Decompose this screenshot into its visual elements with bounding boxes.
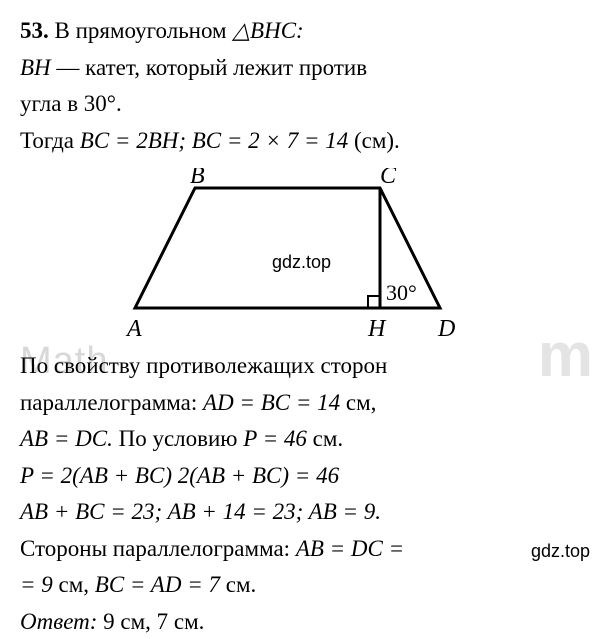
equation: AB = DC. xyxy=(20,426,119,451)
unit: см, xyxy=(346,390,377,415)
line-3: угла в 30°. xyxy=(20,87,580,122)
P-val: P = 46 xyxy=(243,426,312,451)
label-A: A xyxy=(125,316,142,342)
text: В прямоугольном xyxy=(55,18,233,43)
problem-number: 53. xyxy=(20,18,49,43)
val: = 9 xyxy=(20,572,59,597)
unit: см. xyxy=(313,426,344,451)
unit: см. xyxy=(226,572,257,597)
parallelogram-diagram: B C A H D 30° gdz.top xyxy=(100,168,500,343)
label-B: B xyxy=(190,168,205,189)
line-1: 53. В прямоугольном △BHC: xyxy=(20,14,580,49)
line-10: Стороны параллелограмма: AB = DC = gdz.t… xyxy=(20,532,580,567)
text: параллелограмма: xyxy=(20,390,203,415)
answer-label: Ответ: xyxy=(20,609,103,634)
right-angle-mark xyxy=(368,296,380,308)
line-4: Тогда BC = 2BH; BC = 2 × 7 = 14 (см). xyxy=(20,124,580,159)
BH: BH xyxy=(20,55,51,80)
diagram-container: B C A H D 30° gdz.top xyxy=(20,168,580,343)
label-D: D xyxy=(437,316,455,342)
unit: (см). xyxy=(354,128,400,153)
line-5: По свойству противолежащих сторон xyxy=(20,349,580,384)
gdz-watermark-diagram: gdz.top xyxy=(272,252,331,272)
line-9: AB + BC = 23; AB + 14 = 23; AB = 9. xyxy=(20,495,580,530)
gdz-watermark-line10: gdz.top xyxy=(531,538,590,565)
problem-content: 53. В прямоугольном △BHC: BH — катет, ко… xyxy=(20,14,580,639)
text: Тогда xyxy=(20,128,80,153)
line-2: BH — катет, который лежит против xyxy=(20,51,580,86)
text: По условию xyxy=(119,426,244,451)
text: Стороны параллелограмма: xyxy=(20,536,296,561)
angle-30: 30° xyxy=(386,280,417,305)
equation: BC = AD = 7 xyxy=(95,572,226,597)
label-C: C xyxy=(380,168,397,189)
equation: BC = 2BH; BC = 2 × 7 = 14 xyxy=(80,128,354,153)
line-7: AB = DC. По условию P = 46 см. xyxy=(20,422,580,457)
line-6: параллелограмма: AD = BC = 14 см, xyxy=(20,386,580,421)
text: — катет, который лежит против xyxy=(51,55,367,80)
line-8: P = 2(AB + BC) 2(AB + BC) = 46 xyxy=(20,459,580,494)
equation: AD = BC = 14 xyxy=(203,390,346,415)
equation: AB = DC = xyxy=(296,536,404,561)
triangle-ref: △BHC: xyxy=(232,18,303,43)
answer-value: 9 см, 7 см. xyxy=(103,609,204,634)
line-11: = 9 см, BC = AD = 7 см. xyxy=(20,568,580,603)
unit: см, xyxy=(59,572,95,597)
label-H: H xyxy=(367,316,387,342)
